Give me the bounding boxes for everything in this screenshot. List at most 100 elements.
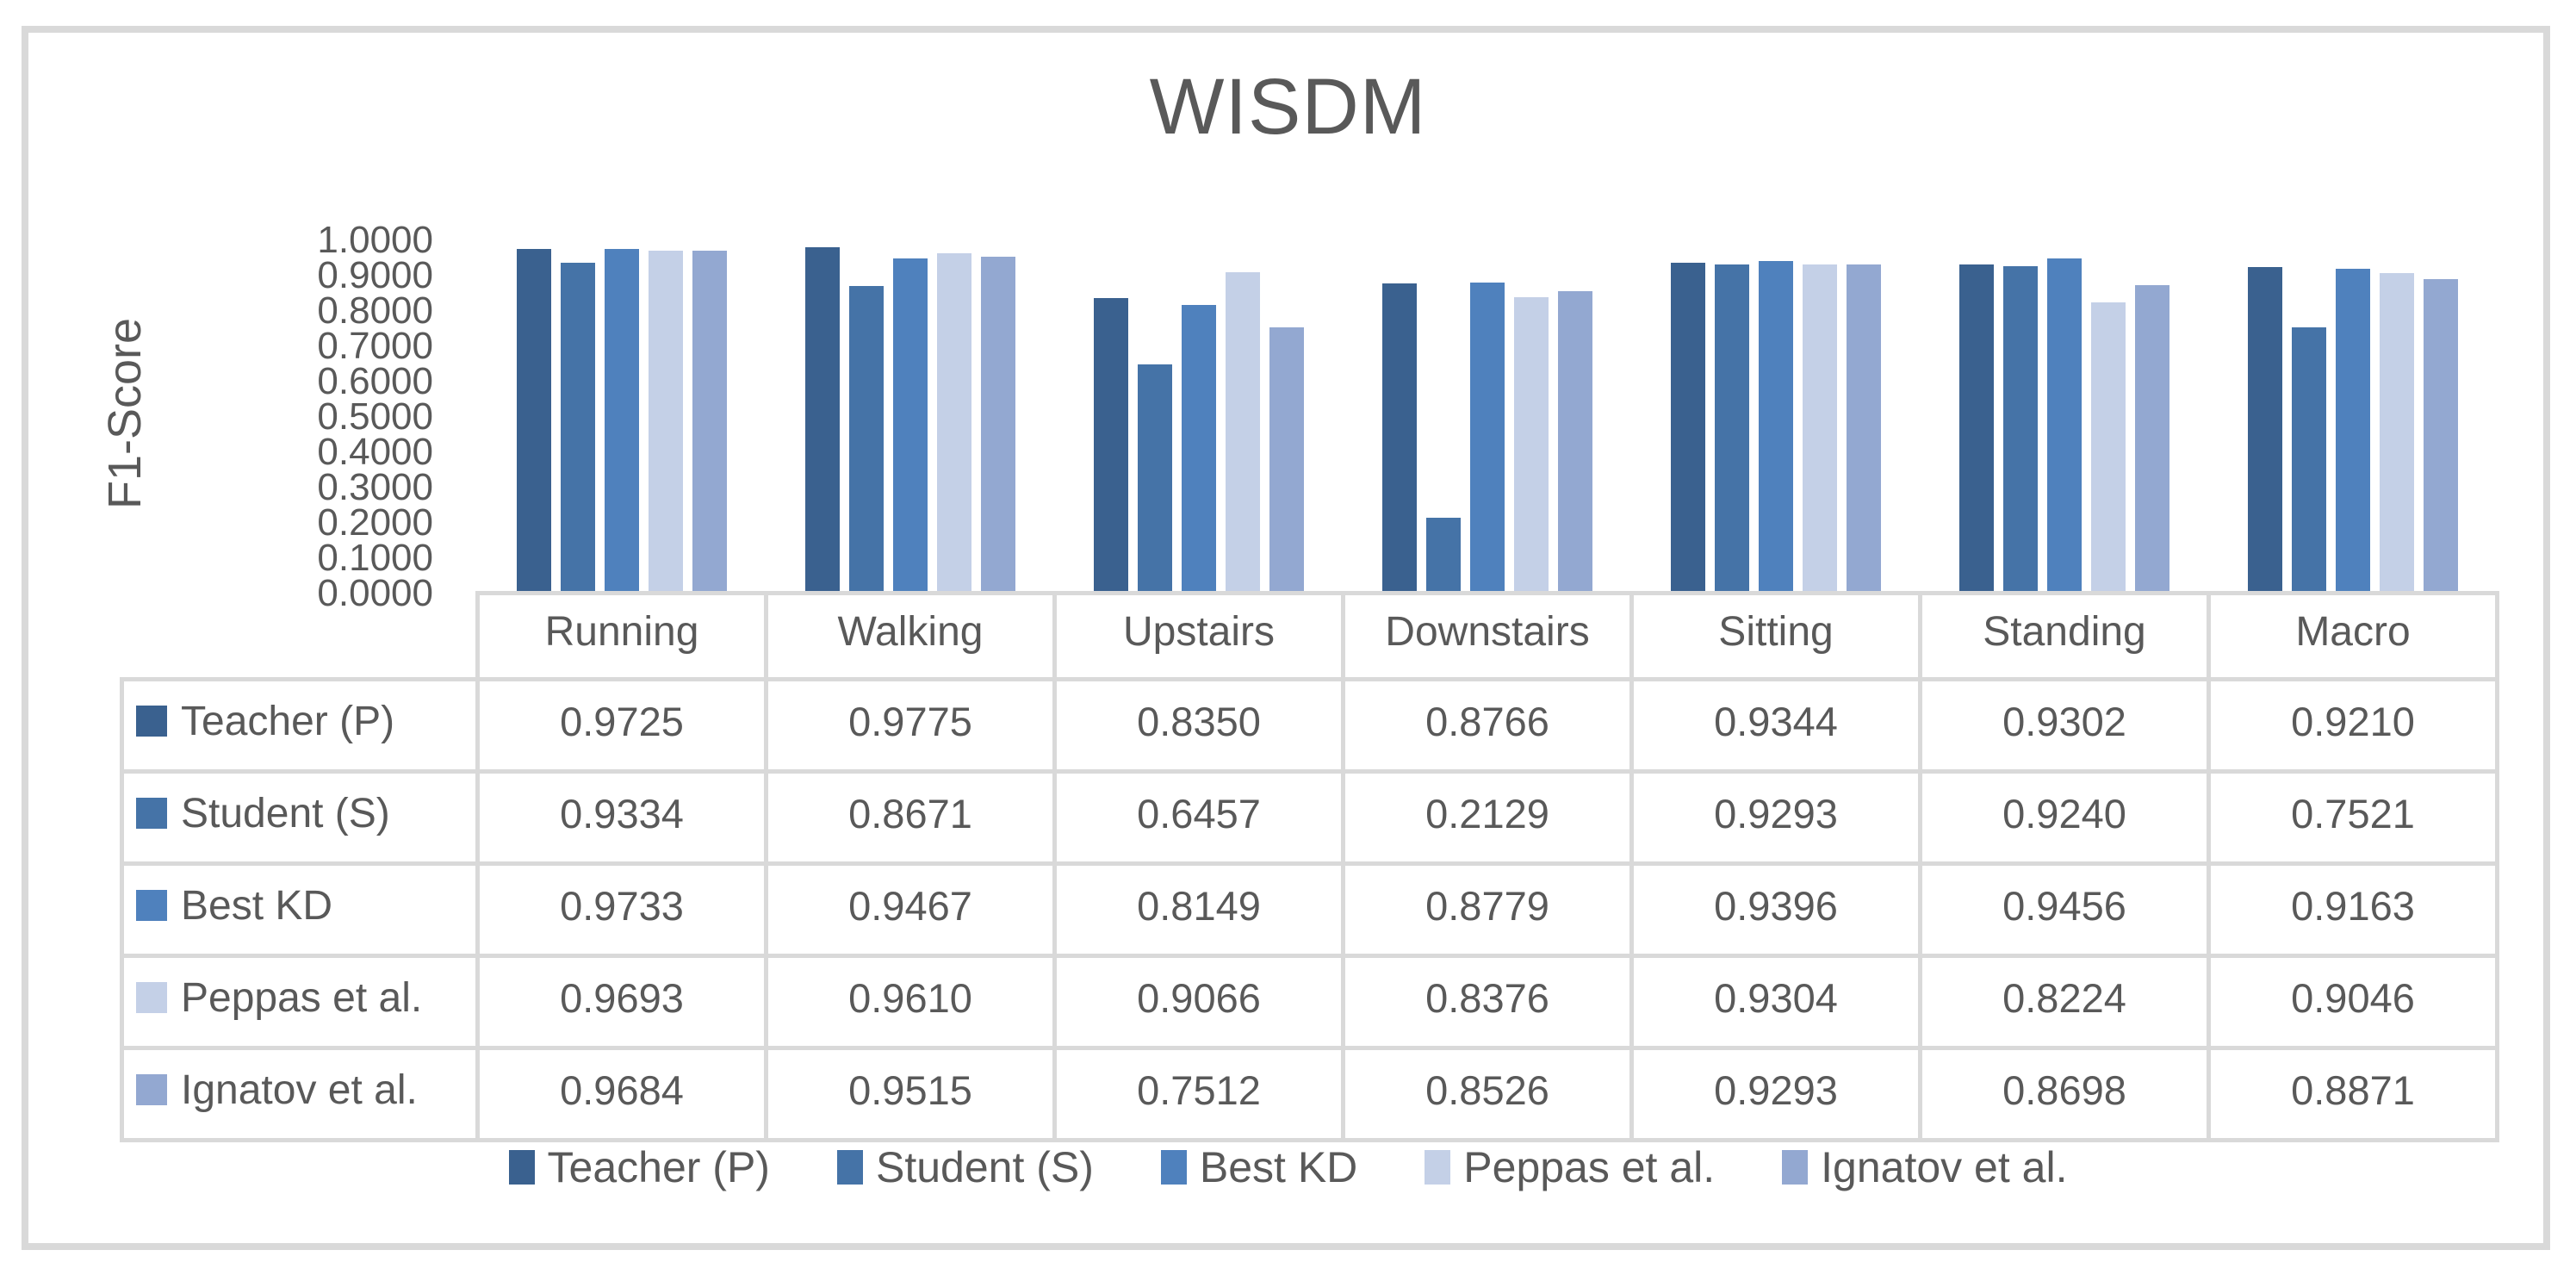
table-cell-peppas-et-al-walking: 0.9610 — [764, 954, 1057, 1050]
y-tick-label-0.5000: 0.5000 — [317, 395, 433, 438]
table-cell-teacher-p-running: 0.9725 — [475, 677, 768, 774]
table-header-walking: Walking — [764, 591, 1057, 681]
bar-teacher-p-downstairs — [1381, 283, 1417, 593]
table-cell-student-s-walking: 0.8671 — [764, 769, 1057, 866]
bar-group-downstairs — [1381, 239, 1592, 593]
bar-student-s-downstairs — [1425, 518, 1461, 593]
plot-area — [477, 239, 2497, 593]
bar-student-s-macro — [2291, 327, 2326, 593]
table-row-label-student-s: Student (S) — [120, 769, 480, 866]
table-cell-student-s-running: 0.9334 — [475, 769, 768, 866]
table-cell-peppas-et-al-macro: 0.9046 — [2207, 954, 2499, 1050]
y-tick-label-0.6000: 0.6000 — [317, 359, 433, 402]
table-cell-best-kd-running: 0.9733 — [475, 861, 768, 958]
bar-best-kd-walking — [892, 258, 928, 593]
chart-title: WISDM — [1149, 63, 1427, 151]
table-header-upstairs: Upstairs — [1052, 591, 1345, 681]
y-tick-label-1.0000: 1.0000 — [317, 218, 433, 261]
bar-ignatov-et-al-downstairs — [1557, 291, 1592, 593]
table-cell-teacher-p-standing: 0.9302 — [1918, 677, 2211, 774]
bar-ignatov-et-al-running — [692, 251, 727, 593]
bar-teacher-p-walking — [804, 247, 840, 593]
legend-swatch-icon-student-s — [836, 1150, 863, 1185]
table-cell-ignatov-et-al-running: 0.9684 — [475, 1046, 768, 1142]
y-tick-label-0.1000: 0.1000 — [317, 536, 433, 579]
table-cell-teacher-p-walking: 0.9775 — [764, 677, 1057, 774]
bar-ignatov-et-al-upstairs — [1269, 327, 1304, 593]
legend-swatch-icon-best-kd — [1160, 1150, 1187, 1185]
y-tick-label-0.3000: 0.3000 — [317, 465, 433, 508]
bar-student-s-walking — [848, 286, 884, 593]
legend-swatch-icon-peppas-et-al — [1425, 1150, 1451, 1185]
table-header-running: Running — [475, 591, 768, 681]
legend-label: Peppas et al. — [1463, 1143, 1716, 1191]
bar-ignatov-et-al-macro — [2423, 279, 2458, 593]
table-cell-ignatov-et-al-macro: 0.8871 — [2207, 1046, 2499, 1142]
series-swatch-icon-student-s — [136, 797, 167, 829]
legend-label: Teacher (P) — [547, 1143, 770, 1191]
table-cell-student-s-downstairs: 0.2129 — [1341, 769, 1634, 866]
bar-peppas-et-al-walking — [936, 253, 971, 593]
table-cell-peppas-et-al-downstairs: 0.8376 — [1341, 954, 1634, 1050]
table-cell-peppas-et-al-sitting: 0.9304 — [1629, 954, 1922, 1050]
legend-entry-best-kd: Best KD — [1160, 1142, 1357, 1192]
legend-entry-ignatov-et-al: Ignatov et al. — [1782, 1142, 2067, 1192]
bar-best-kd-upstairs — [1181, 305, 1216, 593]
bar-group-standing — [1958, 239, 2169, 593]
table-cell-peppas-et-al-upstairs: 0.9066 — [1052, 954, 1345, 1050]
bar-teacher-p-sitting — [1670, 263, 1705, 593]
bar-best-kd-macro — [2335, 269, 2370, 593]
legend-swatch-icon-ignatov-et-al — [1782, 1150, 1809, 1185]
bar-group-upstairs — [1093, 239, 1304, 593]
bar-student-s-upstairs — [1137, 364, 1172, 593]
series-swatch-icon-teacher-p — [136, 705, 167, 737]
y-tick-label-0.7000: 0.7000 — [317, 324, 433, 367]
table-cell-student-s-macro: 0.7521 — [2207, 769, 2499, 866]
bar-group-walking — [804, 239, 1015, 593]
table-row-peppas-et-al: Peppas et al. 0.9693 0.9610 0.9066 0.8376 0.9… — [120, 954, 2499, 1050]
table-cell-teacher-p-sitting: 0.9344 — [1629, 677, 1922, 774]
table-row-best-kd: Best KD 0.9733 0.9467 0.8149 0.8779 0.9396 0.9… — [120, 861, 2499, 958]
bar-ignatov-et-al-sitting — [1846, 264, 1881, 593]
bar-best-kd-standing — [2046, 258, 2082, 593]
bar-peppas-et-al-standing — [2090, 302, 2126, 593]
series-swatch-icon-best-kd — [136, 889, 167, 921]
chart-outer-frame — [22, 26, 2550, 1250]
bar-peppas-et-al-macro — [2379, 273, 2414, 593]
bar-peppas-et-al-upstairs — [1225, 272, 1260, 593]
table-row-label-ignatov-et-al: Ignatov et al. — [120, 1046, 480, 1142]
bar-student-s-sitting — [1714, 264, 1749, 593]
legend-label: Student (S) — [875, 1143, 1094, 1191]
table-corner-cell — [121, 593, 480, 681]
y-axis-title: F1-Score — [99, 317, 151, 510]
table-cell-student-s-standing: 0.9240 — [1918, 769, 2211, 866]
table-cell-ignatov-et-al-downstairs: 0.8526 — [1341, 1046, 1634, 1142]
table-cell-teacher-p-downstairs: 0.8766 — [1341, 677, 1634, 774]
table-cell-peppas-et-al-running: 0.9693 — [475, 954, 768, 1050]
chart-legend: Teacher (P) Student (S) Best KD Peppas et a… — [0, 1142, 2576, 1192]
table-header-macro: Macro — [2207, 591, 2499, 681]
legend-entry-student-s: Student (S) — [836, 1142, 1094, 1192]
table-cell-best-kd-walking: 0.9467 — [764, 861, 1057, 958]
table-header-standing: Standing — [1918, 591, 2211, 681]
bar-teacher-p-standing — [1958, 264, 1994, 593]
table-row-ignatov-et-al: Ignatov et al. 0.9684 0.9515 0.7512 0.8526 0.… — [120, 1046, 2499, 1142]
y-tick-label-0.2000: 0.2000 — [317, 501, 433, 544]
legend-label: Ignatov et al. — [1821, 1143, 2068, 1191]
table-cell-best-kd-sitting: 0.9396 — [1629, 861, 1922, 958]
bar-student-s-running — [560, 263, 595, 593]
bar-group-sitting — [1670, 239, 1881, 593]
series-swatch-icon-ignatov-et-al — [136, 1073, 167, 1105]
table-cell-student-s-sitting: 0.9293 — [1629, 769, 1922, 866]
table-header-downstairs: Downstairs — [1341, 591, 1634, 681]
bar-peppas-et-al-running — [648, 251, 683, 593]
table-row-student-s: Student (S) 0.9334 0.8671 0.6457 0.2129 0.929… — [120, 769, 2499, 866]
table-cell-ignatov-et-al-walking: 0.9515 — [764, 1046, 1057, 1142]
table-row-label-teacher-p: Teacher (P) — [120, 677, 480, 774]
table-cell-teacher-p-macro: 0.9210 — [2207, 677, 2499, 774]
bar-student-s-standing — [2002, 266, 2038, 593]
legend-entry-teacher-p: Teacher (P) — [508, 1142, 770, 1192]
table-row-label-peppas-et-al: Peppas et al. — [120, 954, 480, 1050]
table-cell-best-kd-standing: 0.9456 — [1918, 861, 2211, 958]
